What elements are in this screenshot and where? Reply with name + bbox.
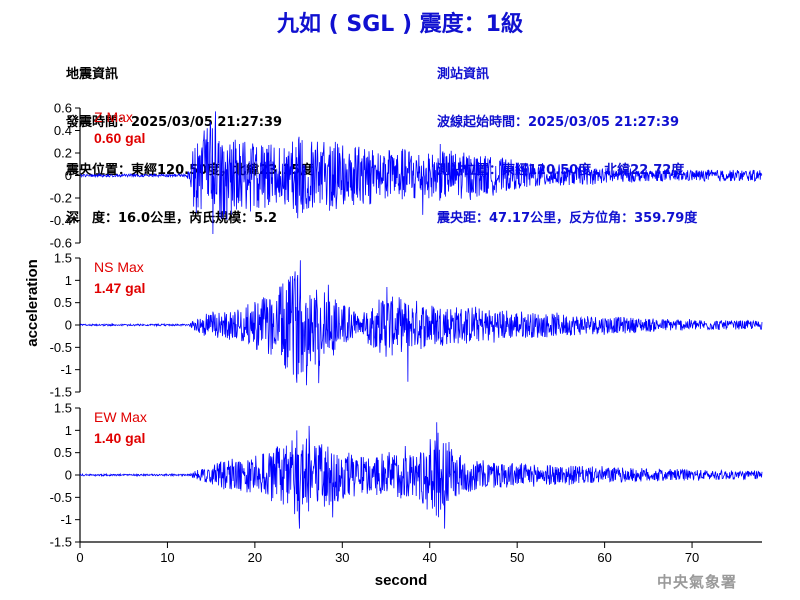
z-y-tick-label: 0: [65, 168, 72, 183]
ew-y-tick-label: -1.5: [50, 535, 72, 550]
z-y-tick-label: 0.6: [54, 101, 72, 116]
x-tick-label: 30: [335, 550, 349, 565]
origin-time: 發震時間：2025/03/05 21:27:39: [66, 115, 283, 130]
ew-max-label: EW Max: [94, 409, 147, 425]
ew-y-tick-label: 0: [65, 468, 72, 483]
z-y-tick-label: -0.4: [50, 213, 72, 228]
ns-waveform-series: [79, 260, 763, 386]
z-max-value: 0.60 gal: [94, 130, 145, 146]
ns-y-tick-label: 1.5: [54, 251, 72, 266]
ew-y-tick-label: 1: [65, 423, 72, 438]
x-axis-label: second: [375, 572, 428, 589]
x-tick-label: 10: [160, 550, 174, 565]
x-tick-label: 70: [685, 550, 699, 565]
credit-watermark: 中央氣象署: [657, 573, 738, 591]
ns-y-tick-label: 0.5: [54, 295, 72, 310]
station-info-panel: 測站資訊 波線起始時間：2025/03/05 21:27:39 測站位置：東經1…: [437, 35, 697, 243]
x-tick-label: 50: [510, 550, 524, 565]
ew-y-tick-label: 0.5: [54, 445, 72, 460]
ew-y-tick-label: 1.5: [54, 401, 72, 416]
ns-y-tick-label: -1: [60, 362, 72, 377]
ew-waveform-series: [79, 422, 763, 529]
z-waveform-series: [79, 111, 763, 235]
z-y-tick-label: 0.4: [54, 123, 72, 138]
quake-info-heading: 地震資訊: [66, 67, 119, 82]
ns-max-label: NS Max: [94, 259, 144, 275]
x-tick-label: 20: [248, 550, 262, 565]
ew-y-tick-label: -1: [60, 512, 72, 527]
ns-y-tick-label: -1.5: [50, 385, 72, 400]
x-tick-label: 0: [76, 550, 83, 565]
chart-title: 九如 ( SGL ) 震度：1級: [277, 12, 523, 37]
z-max-label: Z Max: [94, 109, 133, 125]
y-axis-label: acceleration: [24, 259, 41, 347]
wave-start-time: 波線起始時間：2025/03/05 21:27:39: [437, 115, 680, 130]
z-y-tick-label: -0.6: [50, 236, 72, 251]
depth-magnitude: 深 度：16.0公里，芮氏規模：5.2: [66, 211, 278, 226]
station-info-heading: 測站資訊: [437, 67, 490, 82]
z-y-tick-label: 0.2: [54, 146, 72, 161]
ns-y-tick-label: -0.5: [50, 340, 72, 355]
ns-max-value: 1.47 gal: [94, 280, 145, 296]
ew-max-value: 1.40 gal: [94, 430, 145, 446]
ns-y-tick-label: 0: [65, 318, 72, 333]
epicentral-distance: 震央距：47.17公里，反方位角：359.79度: [437, 211, 698, 226]
x-tick-label: 60: [597, 550, 611, 565]
ns-y-tick-label: 1: [65, 273, 72, 288]
z-y-tick-label: -0.2: [50, 191, 72, 206]
ew-y-tick-label: -0.5: [50, 490, 72, 505]
x-tick-label: 40: [423, 550, 437, 565]
